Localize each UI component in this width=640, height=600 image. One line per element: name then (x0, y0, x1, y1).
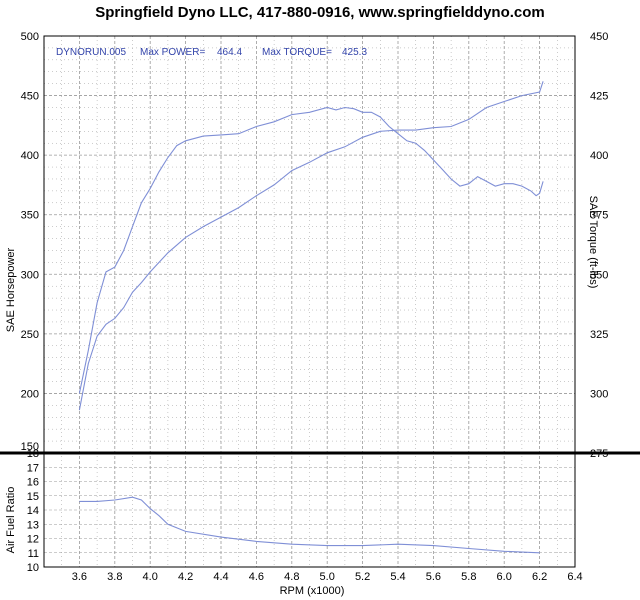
x-tick-label: 5.4 (390, 571, 405, 583)
y2-tick-label: 300 (590, 388, 608, 400)
x-tick-label: 4.4 (213, 571, 228, 583)
x-tick-label: 4.0 (143, 571, 158, 583)
y-tick-label: 150 (21, 441, 39, 453)
x-tick-label: 4.6 (249, 571, 264, 583)
y2-tick-label: 425 (590, 91, 608, 103)
horsepower-series-line (78, 81, 544, 411)
air-fuel-series-line (79, 496, 540, 554)
afr-tick-label: 18 (27, 448, 39, 460)
y-tick-label: 450 (21, 91, 39, 103)
torque-series-line (78, 106, 544, 394)
afr-tick-label: 14 (27, 505, 39, 517)
max-power-label: Max POWER= (140, 47, 205, 58)
afr-tick-label: 11 (28, 548, 39, 560)
chart-frame (0, 35, 640, 568)
x-tick-label: 3.8 (107, 571, 122, 583)
y2-tick-label: 375 (590, 210, 608, 222)
y-tick-label: 350 (21, 210, 39, 222)
y-tick-label: 300 (21, 269, 39, 281)
x-tick-label: 5.2 (355, 571, 370, 583)
chart-grid (43, 36, 576, 567)
x-tick-label: 3.6 (72, 571, 87, 583)
y-tick-label: 500 (21, 31, 39, 43)
plot-frame (43, 35, 576, 568)
x-tick-label: 6.2 (532, 571, 547, 583)
y-tick-label: 200 (21, 388, 39, 400)
x-tick-label: 6.0 (497, 571, 512, 583)
y2-tick-label: 275 (590, 448, 608, 460)
afr-tick-label: 16 (27, 477, 39, 489)
afr-tick-label: 17 (27, 462, 39, 474)
max-torque-value: 425.3 (342, 47, 367, 58)
y-axis-label-horsepower: SAE Horsepower (5, 247, 17, 332)
y2-tick-label: 325 (590, 329, 608, 341)
y2-tick-label: 400 (590, 150, 608, 162)
x-axis-label: RPM (x1000) (280, 585, 345, 597)
y-axis-label-afr: Air Fuel Ratio (5, 487, 17, 554)
x-tick-label: 4.2 (178, 571, 193, 583)
afr-tick-label: 15 (27, 491, 39, 503)
max-torque-label: Max TORQUE= (262, 47, 332, 58)
page-title: Springfield Dyno LLC, 417-880-0916, www.… (95, 4, 545, 21)
run-name-label: DYNORUN.005 (56, 47, 126, 58)
afr-tick-label: 13 (27, 519, 39, 531)
x-tick-label: 4.8 (284, 571, 299, 583)
y-tick-label: 400 (21, 150, 39, 162)
y2-tick-label: 350 (590, 269, 608, 281)
y-tick-label: 250 (21, 329, 39, 341)
x-tick-label: 5.8 (461, 571, 476, 583)
chart-curves (78, 81, 544, 554)
x-tick-label: 6.4 (567, 571, 582, 583)
afr-tick-label: 10 (27, 562, 39, 574)
afr-tick-label: 12 (27, 534, 39, 546)
x-tick-label: 5.0 (320, 571, 335, 583)
y2-tick-label: 450 (590, 31, 608, 43)
y2-axis-label-torque: SAE Torque (ft-lbs) (587, 196, 599, 289)
max-power-value: 464.4 (217, 47, 242, 58)
chart-ticks: 150 200 250 300 350 400 450 500 275 300 325 350 375 4… (21, 31, 609, 583)
x-tick-label: 5.6 (426, 571, 441, 583)
